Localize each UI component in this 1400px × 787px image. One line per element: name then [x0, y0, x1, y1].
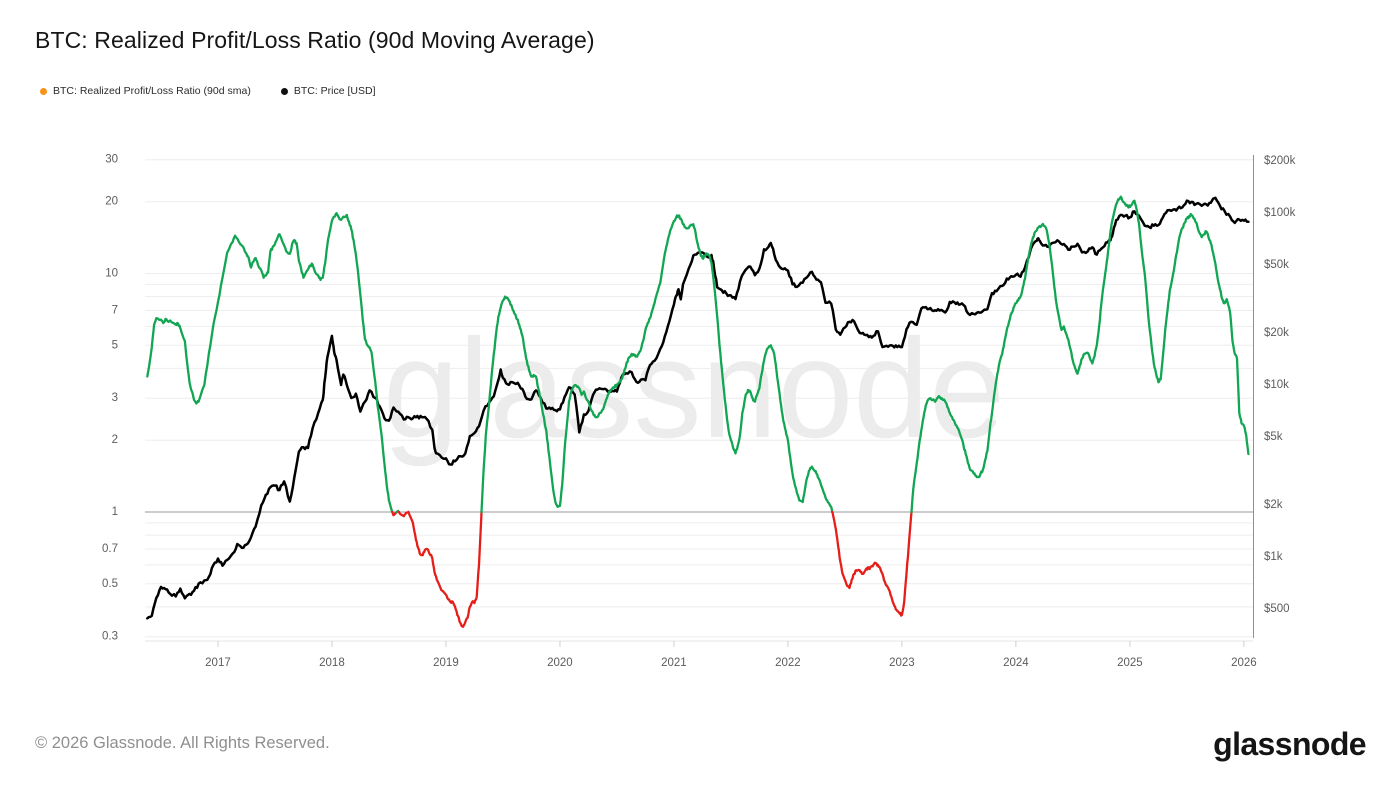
- watermark: glassnode: [383, 309, 1005, 467]
- ratio-line-profit: [910, 195, 1250, 514]
- ratio-line-profit: [480, 214, 834, 514]
- svg-text:20: 20: [105, 196, 118, 208]
- svg-text:30: 30: [105, 154, 118, 166]
- svg-text:$20k: $20k: [1264, 327, 1289, 339]
- series-lines: [146, 195, 1250, 628]
- svg-text:2022: 2022: [775, 657, 801, 669]
- svg-text:$5k: $5k: [1264, 431, 1283, 443]
- legend-item-ratio[interactable]: BTC: Realized Profit/Loss Ratio (90d sma…: [40, 85, 251, 97]
- svg-text:$10k: $10k: [1264, 379, 1289, 391]
- svg-text:7: 7: [112, 304, 118, 316]
- chart-legend: BTC: Realized Profit/Loss Ratio (90d sma…: [40, 85, 376, 97]
- legend-label-price: BTC: Price [USD]: [293, 85, 376, 97]
- ratio-line-profit: [146, 212, 394, 514]
- ratio-line-loss: [407, 510, 483, 628]
- svg-text:2019: 2019: [433, 657, 459, 669]
- ratio-line-loss: [831, 510, 913, 617]
- svg-text:$500: $500: [1264, 603, 1290, 615]
- svg-text:0.7: 0.7: [102, 543, 118, 555]
- svg-text:$50k: $50k: [1264, 259, 1289, 271]
- svg-text:2020: 2020: [547, 657, 573, 669]
- glassnode-logo: glassnode: [1213, 726, 1366, 762]
- svg-text:$1k: $1k: [1264, 551, 1283, 563]
- x-axis-labels: 2017 2018 2019 2020 2021 2022 2023 2024 2025 2026: [205, 657, 1257, 669]
- svg-text:0.3: 0.3: [102, 631, 118, 643]
- svg-text:$200k: $200k: [1264, 155, 1296, 167]
- price-line: [146, 196, 1250, 620]
- axes: [145, 155, 1254, 647]
- svg-text:$100k: $100k: [1264, 207, 1296, 219]
- svg-text:2018: 2018: [319, 657, 345, 669]
- svg-text:5: 5: [112, 339, 118, 351]
- svg-text:3: 3: [112, 392, 118, 404]
- ratio-line-loss: [397, 510, 410, 518]
- svg-text:2026: 2026: [1231, 657, 1257, 669]
- svg-text:$2k: $2k: [1264, 499, 1283, 511]
- price-legend-dot-icon: [280, 87, 288, 95]
- svg-text:2024: 2024: [1003, 657, 1029, 669]
- legend-label-ratio: BTC: Realized Profit/Loss Ratio (90d sma…: [53, 85, 251, 97]
- right-axis-labels: $200k $100k $50k $20k $10k $5k $2k $1k $500: [1264, 155, 1296, 615]
- left-axis-labels: 30 20 10 7 5 3 2 1 0.7 0.5 0.3: [102, 154, 118, 643]
- page-title: BTC: Realized Profit/Loss Ratio (90d Mov…: [35, 27, 595, 53]
- ratio-legend-dot-icon: [40, 87, 47, 95]
- svg-text:10: 10: [105, 268, 118, 280]
- svg-text:2: 2: [112, 434, 118, 446]
- svg-text:2023: 2023: [889, 657, 915, 669]
- svg-text:0.5: 0.5: [102, 578, 118, 590]
- legend-item-price[interactable]: BTC: Price [USD]: [280, 85, 376, 97]
- svg-text:2017: 2017: [205, 657, 231, 669]
- svg-text:2025: 2025: [1117, 657, 1143, 669]
- svg-text:2021: 2021: [661, 657, 687, 669]
- footer-copyright: © 2026 Glassnode. All Rights Reserved.: [35, 734, 330, 752]
- svg-text:1: 1: [112, 506, 118, 518]
